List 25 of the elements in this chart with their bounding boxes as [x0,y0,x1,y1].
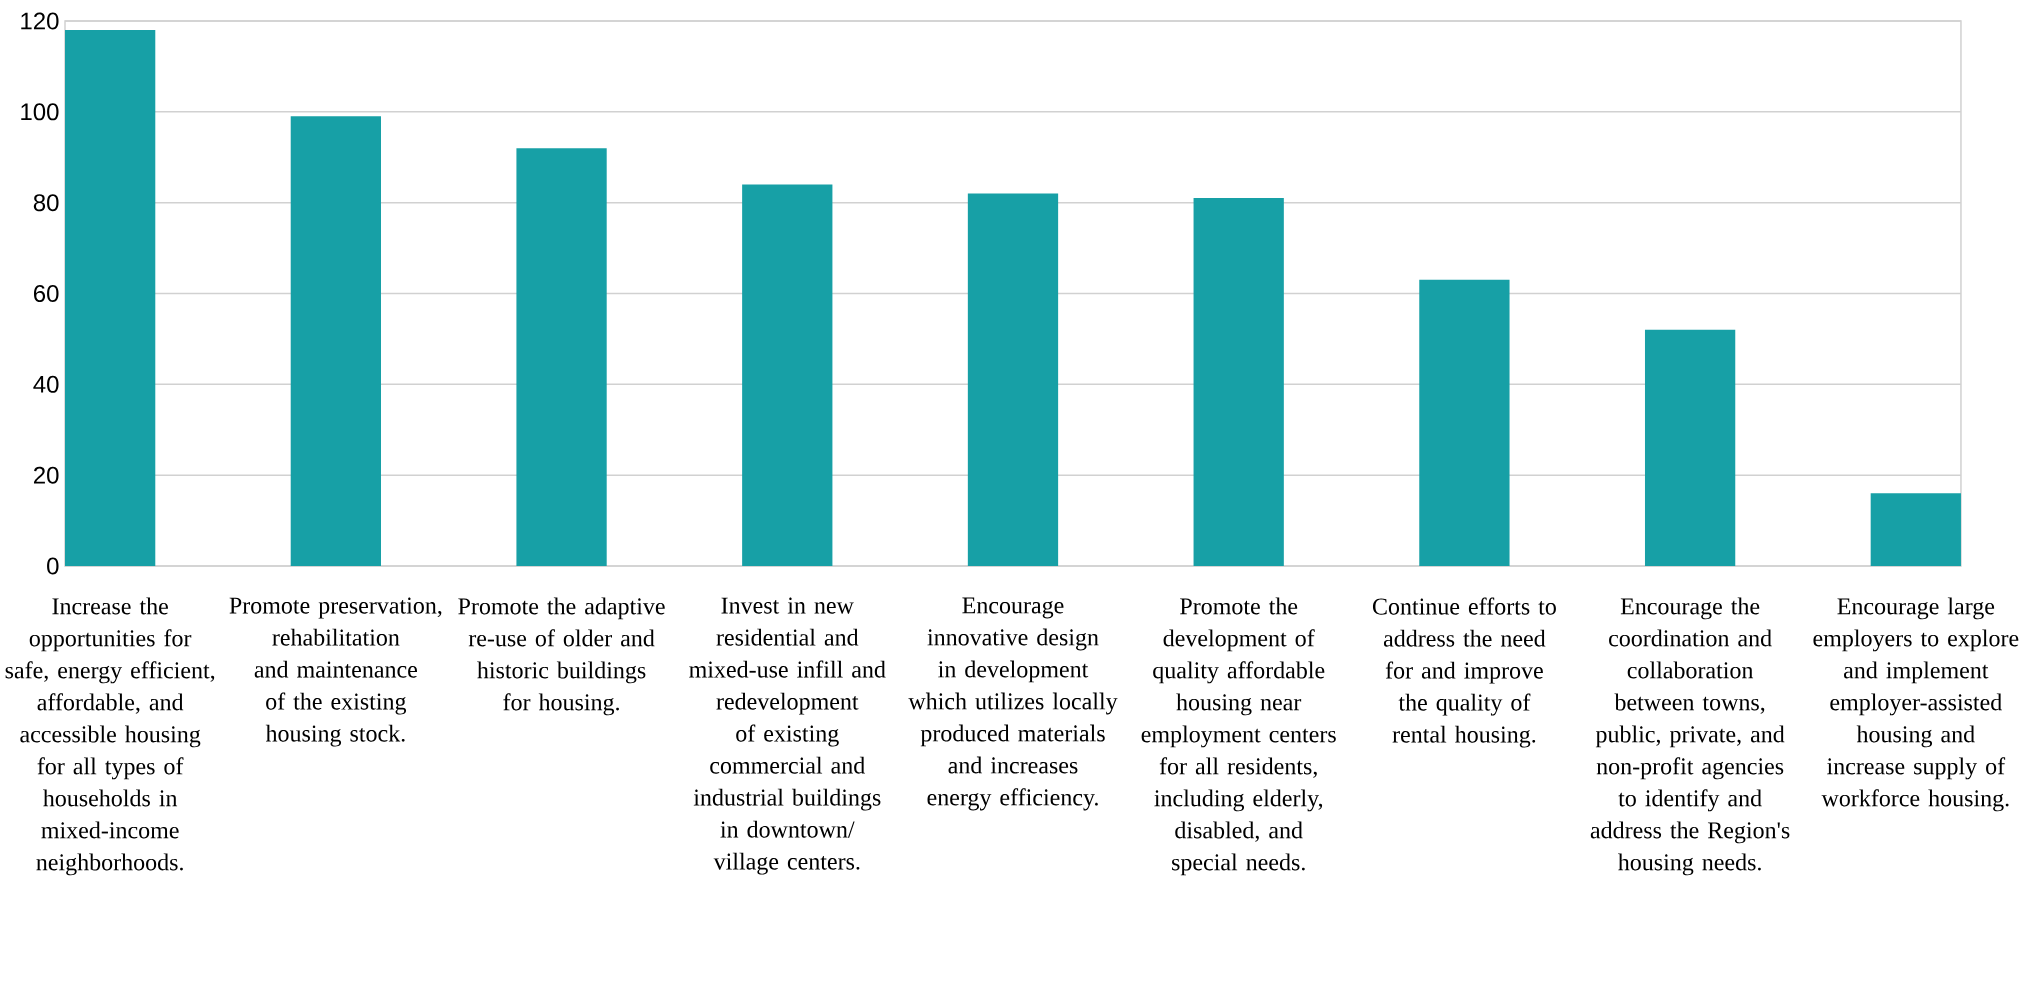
bar [1193,198,1284,566]
bar [65,30,156,566]
bar [967,193,1059,566]
bar [1870,493,1961,566]
x-tick-label: Promote the adaptive re-use of older and historic buildings for housing. [458,597,665,716]
y-tick-label: 20 [33,466,59,484]
x-tick-label: Continue efforts to address the need for and improve the quality of rental housing. [1372,597,1556,748]
y-tick-label: 80 [33,194,59,212]
y-tick-label: 100 [21,103,59,121]
category-label: Promote the development of quality affordable housing near employment centers for all residents, including elderly, disabled, and special needs. [1141,597,1336,876]
bar [1644,329,1736,566]
bar [742,184,833,566]
y-tick-label: 0 [47,557,59,575]
y-tick-label: 120 [21,12,59,30]
category-label: Encourage the coordination and collaboration between towns, public, private, and non-profit agencies to identify and address the Region's housing needs. [1590,597,1790,876]
x-tick-label: Encourage large employers to explore and implement employer-assisted housing and increase supply of workforce housing. [1813,597,2019,812]
x-tick-label: Promote preservation, rehabilitation and maintenance of the existing housing stock. [229,597,442,747]
bar [290,116,381,566]
bar [1419,279,1510,566]
bar [516,148,607,566]
category-label: Invest in new residential and mixed-use infill and redevelopment of existing commercial and industrial buildings in downtown/ village centers. [689,597,886,875]
category-label: Increase the opportunities for safe, energy efficient, affordable, and accessible housing for all types of households in mixed-income neighborhoods. [5,597,215,876]
y-tick-label: 40 [33,375,59,393]
y-tick-label: 60 [34,285,59,302]
x-tick-label: Encourage innovative design in development which utilizes locally produced materials and increases energy efficiency. [908,597,1118,811]
